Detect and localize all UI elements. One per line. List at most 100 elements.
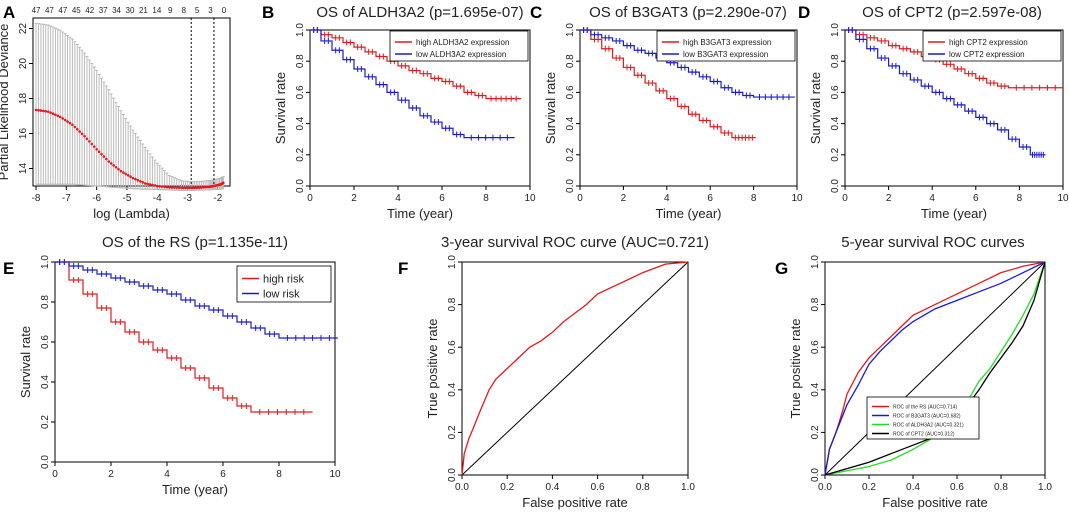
- panel-g-ytick-label: 0.4: [810, 382, 821, 396]
- panel-g-legend-label: ROC of ALDH3A2 (AUC=0.321): [893, 422, 964, 428]
- panel-a-lower-line: [36, 183, 225, 191]
- panel-a-top-tick-label: 21: [139, 6, 148, 15]
- panel-c-legend-label: low B3GAT3 expression: [683, 50, 768, 59]
- panel-d-plot-frame: [844, 29, 1064, 187]
- panel-f-letter: F: [398, 259, 408, 278]
- panel-g-xtick-label: 1.0: [1038, 482, 1052, 493]
- panel-b-ytick-label: 0.8: [295, 54, 306, 68]
- panel-f-xtick-label: 0.8: [636, 482, 650, 493]
- panel-a-plot-frame: [32, 17, 231, 187]
- panel-a-top-tick-label: 9: [168, 6, 173, 15]
- panel-f-ytick-label: 0.8: [447, 297, 458, 311]
- panel-c-legend-label: high B3GAT3 expression: [683, 38, 771, 47]
- panel-d-legend-label: low CPT2 expression: [949, 50, 1025, 59]
- panel-c-ytick-label: 1.0: [565, 23, 576, 37]
- panel-g-xtick-label: 0.0: [818, 482, 832, 493]
- panel-a-mean-point: [37, 108, 40, 112]
- panel-a-mean-point: [184, 186, 187, 190]
- panel-e-ytick-label: 0.4: [40, 375, 51, 389]
- panel-a-mean-point: [73, 125, 77, 129]
- panel-e-xlabel: Time (year): [162, 482, 228, 497]
- panel-g-plot-frame: [824, 261, 1046, 476]
- panel-a-mean-point: [131, 176, 135, 180]
- panel-a-mean-point: [117, 167, 120, 171]
- panel-g-ytick-label: 0.2: [810, 425, 821, 439]
- panel-c-title: OS of B3GAT3 (p=2.290e-07): [589, 4, 787, 21]
- panel-f-ytick-label: 0.6: [447, 340, 458, 354]
- panel-e-ytick-label: 0.0: [40, 455, 51, 469]
- panel-g-ytick-label: 0.0: [810, 468, 821, 482]
- panel-a-mean-point: [180, 186, 183, 190]
- panel-e: E OS of the RS (p=1.135e-11) 0 2 4 6 8 10 0.0 0.2…: [3, 234, 341, 497]
- panel-f-diagonal-line: [461, 261, 689, 476]
- panel-d-xtick-label: 6: [973, 193, 979, 204]
- panel-a-top-tick-label: 42: [85, 6, 94, 15]
- panel-a-top-tick-label: 5: [195, 6, 200, 15]
- panel-b-ytick-label: 0.4: [295, 116, 306, 130]
- panel-d-xtick-label: 4: [929, 193, 935, 204]
- panel-d-legend-label: high CPT2 expression: [949, 38, 1028, 47]
- panel-f-ylabel: True positive rate: [425, 319, 440, 419]
- panel-b-ytick-label: 0.2: [295, 147, 306, 161]
- panel-e-xtick-label: 4: [164, 469, 170, 480]
- panel-g-ytick-label: 0.8: [810, 297, 821, 311]
- panel-a-mean-point: [100, 152, 103, 156]
- panel-a-mean-point: [134, 177, 137, 181]
- panel-a-mean-point: [102, 155, 106, 158]
- panel-a-ytick-label: 14: [18, 163, 29, 175]
- panel-f-ytick-label: 1.0: [447, 255, 458, 269]
- panel-e-xtick-label: 0: [52, 469, 58, 480]
- panel-g-xtick-label: 0.8: [994, 482, 1008, 493]
- panel-a-mean-point: [146, 182, 149, 186]
- panel-b: B OS of ALDH3A2 (p=1.695e-07) 0 2 4 6 8 10 0.0 0.…: [262, 3, 536, 221]
- panel-a-top-tick-label: 0: [222, 6, 227, 15]
- panel-a-ytick-label: 20: [18, 58, 29, 70]
- panel-a-ytick-label: 16: [18, 128, 29, 140]
- panel-a-mean-point: [143, 182, 147, 185]
- panel-g-legend-label: ROC of B3GAT3 (AUC=0.682): [893, 413, 961, 419]
- panel-a-mean-point: [78, 130, 81, 133]
- panel-e-series-low-risk-curve: [55, 261, 338, 339]
- panel-g-ytick-label: 0.6: [810, 340, 821, 354]
- panel-b-plot-frame: [309, 29, 531, 187]
- panel-a-mean-point: [187, 186, 191, 190]
- panel-f: F 3-year survival ROC curve (AUC=0.721) 0.…: [398, 234, 709, 510]
- panel-c-xtick-label: 2: [621, 193, 627, 204]
- panel-g-title: 5-year survival ROC curves: [841, 234, 1024, 251]
- panel-a-top-tick-label: 34: [112, 6, 121, 15]
- panel-e-ytick-label: 1.0: [40, 255, 51, 269]
- panel-d-xlabel: Time (year): [921, 206, 987, 221]
- panel-a-mean-point: [122, 171, 125, 174]
- panel-d: D OS of CPT2 (p=2.597e-08) 0 2 4 6 8 10 0.0 0.2 0.…: [798, 3, 1069, 221]
- panel-a-mean-point: [160, 185, 164, 188]
- panel-f-ytick-label: 0.2: [447, 425, 458, 439]
- panel-a-mean-point: [119, 169, 123, 173]
- panel-e-ylabel: Survival rate: [18, 326, 33, 398]
- panel-a-ytick-label: 18: [18, 93, 29, 105]
- panel-a-mean-point: [175, 186, 178, 189]
- panel-a-mean-point: [44, 109, 48, 113]
- panel-a-mean-point: [112, 164, 115, 167]
- panel-c-legend-box: [656, 30, 796, 62]
- panel-a-mean-point: [34, 108, 38, 112]
- panel-c-xtick-label: 6: [707, 193, 713, 204]
- panel-a-xlabel: log (Lambda): [93, 206, 170, 221]
- panel-f-xlabel: False positive rate: [522, 495, 628, 510]
- panel-a-mean-point: [80, 132, 84, 136]
- panel-c-series-low-b3gat3-expression-curve: [580, 29, 795, 98]
- panel-a-mean-point: [168, 186, 171, 189]
- panel-c-plot-frame: [579, 29, 798, 187]
- panel-e-xtick-label: 2: [108, 469, 114, 480]
- panel-a-mean-point: [75, 128, 79, 131]
- panel-e-title: OS of the RS (p=1.135e-11): [102, 234, 288, 251]
- panel-g-xtick-label: 0.2: [862, 482, 876, 493]
- panel-a-mean-point: [126, 174, 130, 177]
- panel-a-xtick-label: -3: [183, 193, 192, 204]
- panel-a-mean-point: [155, 184, 159, 188]
- panel-c-letter: C: [530, 3, 542, 22]
- panel-g-ytick-label: 1.0: [810, 255, 821, 269]
- panel-b-xtick-label: 4: [395, 193, 401, 204]
- panel-a-mean-point: [68, 121, 72, 125]
- panel-e-legend-label: low risk: [263, 288, 300, 300]
